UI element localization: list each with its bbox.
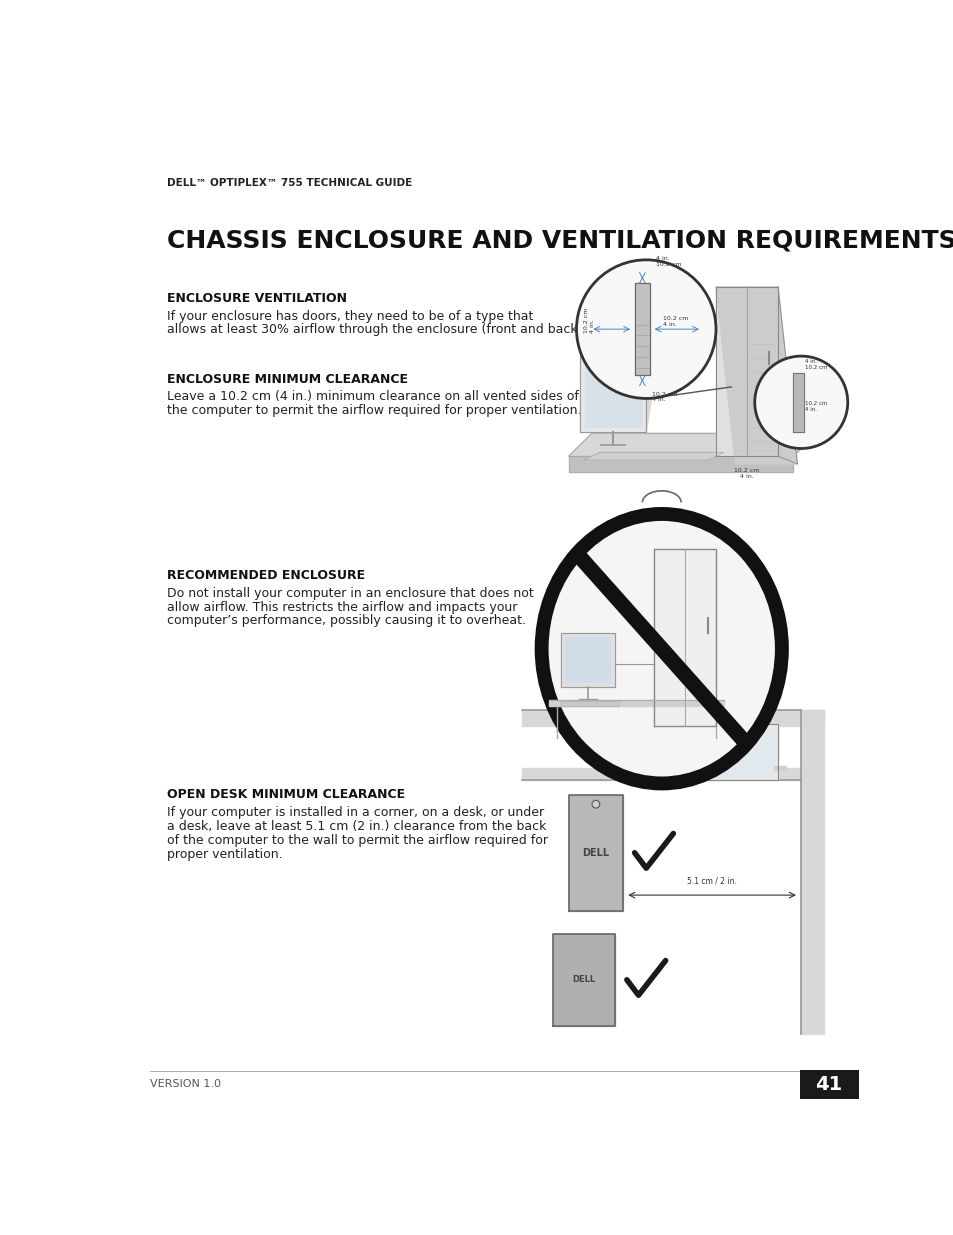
Text: If your computer is installed in a corner, on a desk, or under: If your computer is installed in a corne…: [167, 806, 544, 819]
Text: DELL™ OPTIPLEX™ 755 TECHNICAL GUIDE: DELL™ OPTIPLEX™ 755 TECHNICAL GUIDE: [167, 178, 412, 188]
Text: ENCLOSURE MINIMUM CLEARANCE: ENCLOSURE MINIMUM CLEARANCE: [167, 373, 408, 385]
Polygon shape: [560, 701, 618, 705]
Bar: [564, 637, 611, 683]
Polygon shape: [568, 456, 793, 472]
Text: Leave a 10.2 cm (4 in.) minimum clearance on all vented sides of: Leave a 10.2 cm (4 in.) minimum clearanc…: [167, 390, 578, 404]
Text: 5.1 cm / 2 in.: 5.1 cm / 2 in.: [686, 877, 737, 885]
Text: 4 in.
10.2 cm: 4 in. 10.2 cm: [804, 359, 827, 370]
Polygon shape: [778, 287, 797, 464]
Text: allows at least 30% airflow through the enclosure (front and back).: allows at least 30% airflow through the …: [167, 324, 586, 336]
Text: If your enclosure has doors, they need to be of a type that: If your enclosure has doors, they need t…: [167, 310, 533, 322]
Text: DELL: DELL: [581, 847, 609, 858]
Text: 4 in.
10.2 cm: 4 in. 10.2 cm: [655, 256, 680, 267]
Text: computer’s performance, possibly causing it to overheat.: computer’s performance, possibly causing…: [167, 615, 526, 627]
Text: 41: 41: [815, 1074, 841, 1094]
Polygon shape: [521, 768, 801, 779]
Text: 10.2 cm
4 in.: 10.2 cm 4 in.: [661, 316, 687, 327]
Text: the computer to permit the airflow required for proper ventilation.: the computer to permit the airflow requi…: [167, 404, 581, 417]
Circle shape: [754, 356, 847, 448]
Text: VERSION 1.0: VERSION 1.0: [150, 1078, 221, 1089]
Polygon shape: [645, 345, 658, 431]
Bar: [799, 1070, 858, 1099]
Text: 10.2 cm
4 in.: 10.2 cm 4 in.: [583, 308, 595, 332]
Circle shape: [576, 259, 716, 399]
Text: proper ventilation.: proper ventilation.: [167, 847, 283, 861]
Polygon shape: [549, 699, 723, 705]
Polygon shape: [553, 934, 615, 1026]
Text: 10.2 cm
4 in.: 10.2 cm 4 in.: [734, 468, 759, 478]
Polygon shape: [793, 373, 802, 431]
Circle shape: [592, 800, 599, 808]
Text: RECOMMENDED ENCLOSURE: RECOMMENDED ENCLOSURE: [167, 569, 365, 582]
Text: 10.2 cm
4 in.: 10.2 cm 4 in.: [804, 400, 827, 411]
Text: of the computer to the wall to permit the airflow required for: of the computer to the wall to permit th…: [167, 834, 548, 847]
Text: 10.2 cm
4 in.: 10.2 cm 4 in.: [652, 391, 678, 403]
Text: CHASSIS ENCLOSURE AND VENTILATION REQUIREMENTS: CHASSIS ENCLOSURE AND VENTILATION REQUIR…: [167, 228, 953, 253]
Text: 10.2 cm
4 in.: 10.2 cm 4 in.: [801, 374, 825, 384]
Text: Do not install your computer in an enclosure that does not: Do not install your computer in an enclo…: [167, 587, 534, 600]
Polygon shape: [634, 283, 649, 375]
Polygon shape: [716, 287, 797, 464]
Text: OPEN DESK MINIMUM CLEARANCE: OPEN DESK MINIMUM CLEARANCE: [167, 788, 405, 802]
Polygon shape: [801, 710, 823, 1034]
Polygon shape: [654, 548, 716, 726]
Text: allow airflow. This restricts the airflow and impacts your: allow airflow. This restricts the airflo…: [167, 600, 517, 614]
Polygon shape: [579, 345, 645, 431]
Text: DELL: DELL: [572, 976, 596, 984]
Text: 10.2 cm
4 in.: 10.2 cm 4 in.: [667, 366, 692, 377]
Polygon shape: [661, 766, 785, 771]
Polygon shape: [568, 795, 622, 910]
Text: a desk, leave at least 5.1 cm (2 in.) clearance from the back: a desk, leave at least 5.1 cm (2 in.) cl…: [167, 820, 546, 834]
Polygon shape: [583, 452, 723, 461]
Polygon shape: [560, 634, 615, 687]
Polygon shape: [521, 710, 823, 726]
Ellipse shape: [541, 514, 781, 783]
Polygon shape: [584, 350, 641, 427]
Polygon shape: [669, 724, 778, 779]
Text: ENCLOSURE VENTILATION: ENCLOSURE VENTILATION: [167, 291, 347, 305]
Polygon shape: [568, 433, 816, 456]
Polygon shape: [674, 727, 773, 776]
Polygon shape: [716, 287, 778, 456]
